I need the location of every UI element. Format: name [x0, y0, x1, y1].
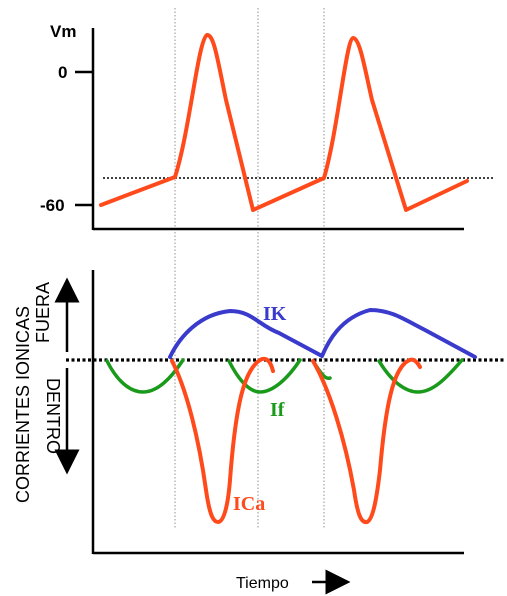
time-axis-label: Tiempo: [236, 575, 289, 592]
vm-trace: [99, 33, 469, 212]
ionic-currents-panel: CORRIENTES IONICAS FUERA DENTRO IK If IC…: [13, 270, 504, 595]
inward-label: DENTRO: [43, 378, 63, 454]
tick-minus60-label: -60: [40, 196, 65, 215]
currents-axis-label: CORRIENTES IONICAS: [13, 306, 33, 503]
membrane-potential-panel: Vm 0 -60: [40, 22, 494, 231]
vm-axis-label: Vm: [50, 22, 76, 41]
ica-label: ICa: [233, 493, 265, 515]
if-label: If: [270, 399, 285, 421]
ik-label: IK: [263, 303, 287, 325]
ik-trace: [168, 308, 477, 359]
if-trace: [105, 358, 464, 394]
outward-label: FUERA: [33, 282, 53, 343]
phase-guide-lines: [174, 8, 325, 528]
ica-trace: [170, 356, 422, 525]
tick-0-label: 0: [58, 63, 67, 82]
